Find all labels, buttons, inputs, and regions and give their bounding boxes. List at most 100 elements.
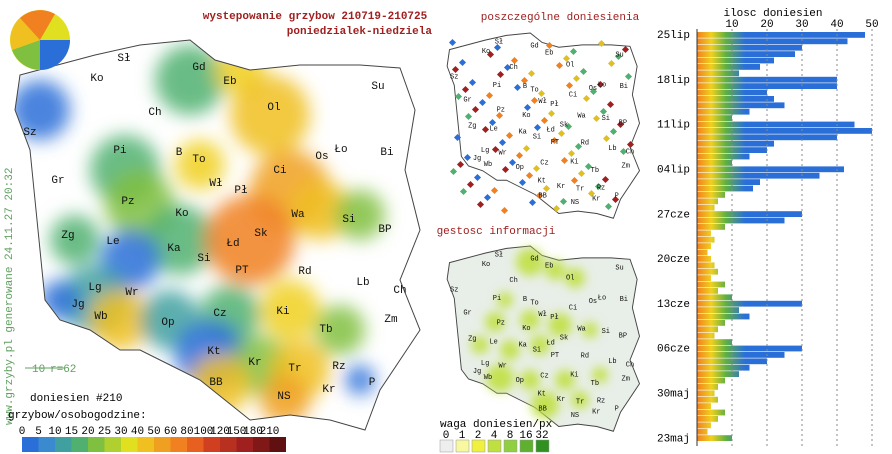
- region-label: Si: [602, 328, 610, 336]
- density-blob: [548, 313, 572, 337]
- region-label: To: [192, 154, 205, 166]
- report-marker: [481, 125, 490, 134]
- report-marker: [609, 127, 618, 136]
- region-label: Pi: [493, 295, 501, 303]
- y-tick-label: 13cze: [657, 299, 690, 311]
- region-label: Ka: [518, 129, 526, 137]
- region-label: PT: [551, 139, 559, 147]
- region-label: Cz: [540, 160, 548, 168]
- region-label: Tr: [288, 363, 301, 375]
- legend-label: 180: [243, 426, 263, 438]
- region-label: Pz: [497, 106, 505, 114]
- bar: [697, 256, 711, 262]
- report-marker: [486, 50, 495, 59]
- bar: [697, 435, 732, 441]
- bar: [697, 121, 855, 128]
- bar: [697, 358, 767, 365]
- bar: [697, 377, 725, 384]
- region-label: Wr: [125, 287, 138, 299]
- region-label: Łd: [226, 238, 239, 250]
- legend-label: 2: [475, 430, 482, 442]
- region-label: B: [523, 296, 527, 304]
- region-label: Zm: [622, 162, 630, 170]
- region-label: Su: [371, 81, 384, 93]
- bar: [697, 409, 725, 416]
- region-label: B: [523, 83, 527, 91]
- report-marker: [483, 193, 492, 202]
- legend-swatch: [88, 437, 105, 452]
- axis-title: ilosc doniesien: [723, 8, 822, 20]
- region-label: Ci: [273, 165, 287, 177]
- region-label: Jg: [473, 368, 481, 376]
- region-label: Tb: [319, 324, 332, 336]
- x-tick-label: 40: [830, 19, 843, 31]
- bar: [697, 268, 718, 275]
- legend-label: 15: [65, 426, 78, 438]
- region-label: Kt: [537, 178, 545, 186]
- report-marker: [485, 91, 494, 100]
- report-marker: [540, 116, 549, 125]
- bar: [697, 339, 732, 345]
- region-labels: Sł Gd Eb Su Ko Ch Ol Sz Pi B To Ło Os Bi Gr Wł Pł Ci Pz Ko W…: [23, 53, 406, 403]
- heat-blob: [345, 365, 375, 395]
- report-marker: [468, 78, 477, 87]
- report-marker: [589, 87, 598, 96]
- legend-label: 60: [164, 426, 177, 438]
- heat-blob: [90, 290, 150, 350]
- density-blob: [486, 364, 514, 392]
- legend-swatch: [187, 437, 204, 452]
- legend-swatch: [471, 439, 486, 453]
- report-marker: [453, 133, 462, 142]
- legend-swatch: [455, 439, 470, 453]
- report-marker: [503, 63, 512, 72]
- map-title: gestosc informacji: [437, 226, 556, 238]
- radius-label: r=62: [50, 364, 76, 376]
- region-label: Gd: [192, 62, 205, 74]
- bar: [697, 345, 802, 352]
- bar: [697, 275, 711, 281]
- report-marker: [463, 153, 472, 162]
- report-marker: [496, 70, 505, 79]
- bar: [697, 38, 848, 45]
- report-marker: [562, 54, 571, 63]
- report-marker: [624, 72, 633, 81]
- report-marker: [602, 134, 611, 143]
- region-label: Ci: [569, 305, 577, 313]
- subtitle: poniedzialek-niedziela: [287, 26, 433, 38]
- report-marker: [518, 178, 527, 187]
- bar: [697, 140, 774, 147]
- region-label: Wa: [577, 325, 585, 333]
- region-label: Ka: [167, 243, 181, 255]
- region-label: Si: [533, 133, 541, 141]
- legend-label: 1: [459, 430, 466, 442]
- heat-blob: [15, 80, 70, 140]
- report-marker: [584, 162, 593, 171]
- report-marker: [557, 129, 566, 138]
- y-tick-label: 25lip: [657, 30, 690, 42]
- region-label: Le: [489, 338, 497, 346]
- bar: [697, 32, 865, 38]
- region-label: Sł: [495, 251, 503, 259]
- report-marker: [569, 47, 578, 56]
- x-tick-label: 10: [725, 19, 738, 31]
- heat-blob: [145, 205, 215, 275]
- region-label: Sz: [450, 74, 458, 82]
- legend-label: 30: [114, 426, 127, 438]
- bar: [697, 294, 732, 301]
- report-marker: [550, 136, 559, 145]
- region-label: To: [530, 86, 538, 94]
- bar: [697, 416, 718, 422]
- report-marker: [530, 96, 539, 105]
- region-label: Kr: [248, 357, 261, 369]
- region-label: Ol: [267, 102, 280, 114]
- report-marker: [619, 147, 628, 156]
- report-marker: [508, 158, 517, 167]
- region-label: Tb: [591, 167, 599, 175]
- region-label: Gd: [530, 256, 538, 264]
- legend-label: 5: [35, 426, 42, 438]
- report-marker: [547, 109, 556, 118]
- bar: [697, 160, 732, 166]
- region-label: Ch: [509, 64, 517, 72]
- region-label: Wb: [484, 161, 492, 169]
- scale-label: 10: [32, 364, 45, 376]
